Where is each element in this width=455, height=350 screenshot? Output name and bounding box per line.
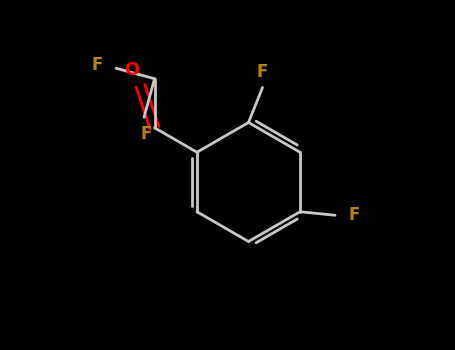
Text: F: F — [349, 206, 360, 224]
Text: F: F — [257, 63, 268, 81]
Text: F: F — [91, 56, 102, 74]
Text: O: O — [124, 61, 139, 79]
Text: F: F — [140, 125, 152, 143]
